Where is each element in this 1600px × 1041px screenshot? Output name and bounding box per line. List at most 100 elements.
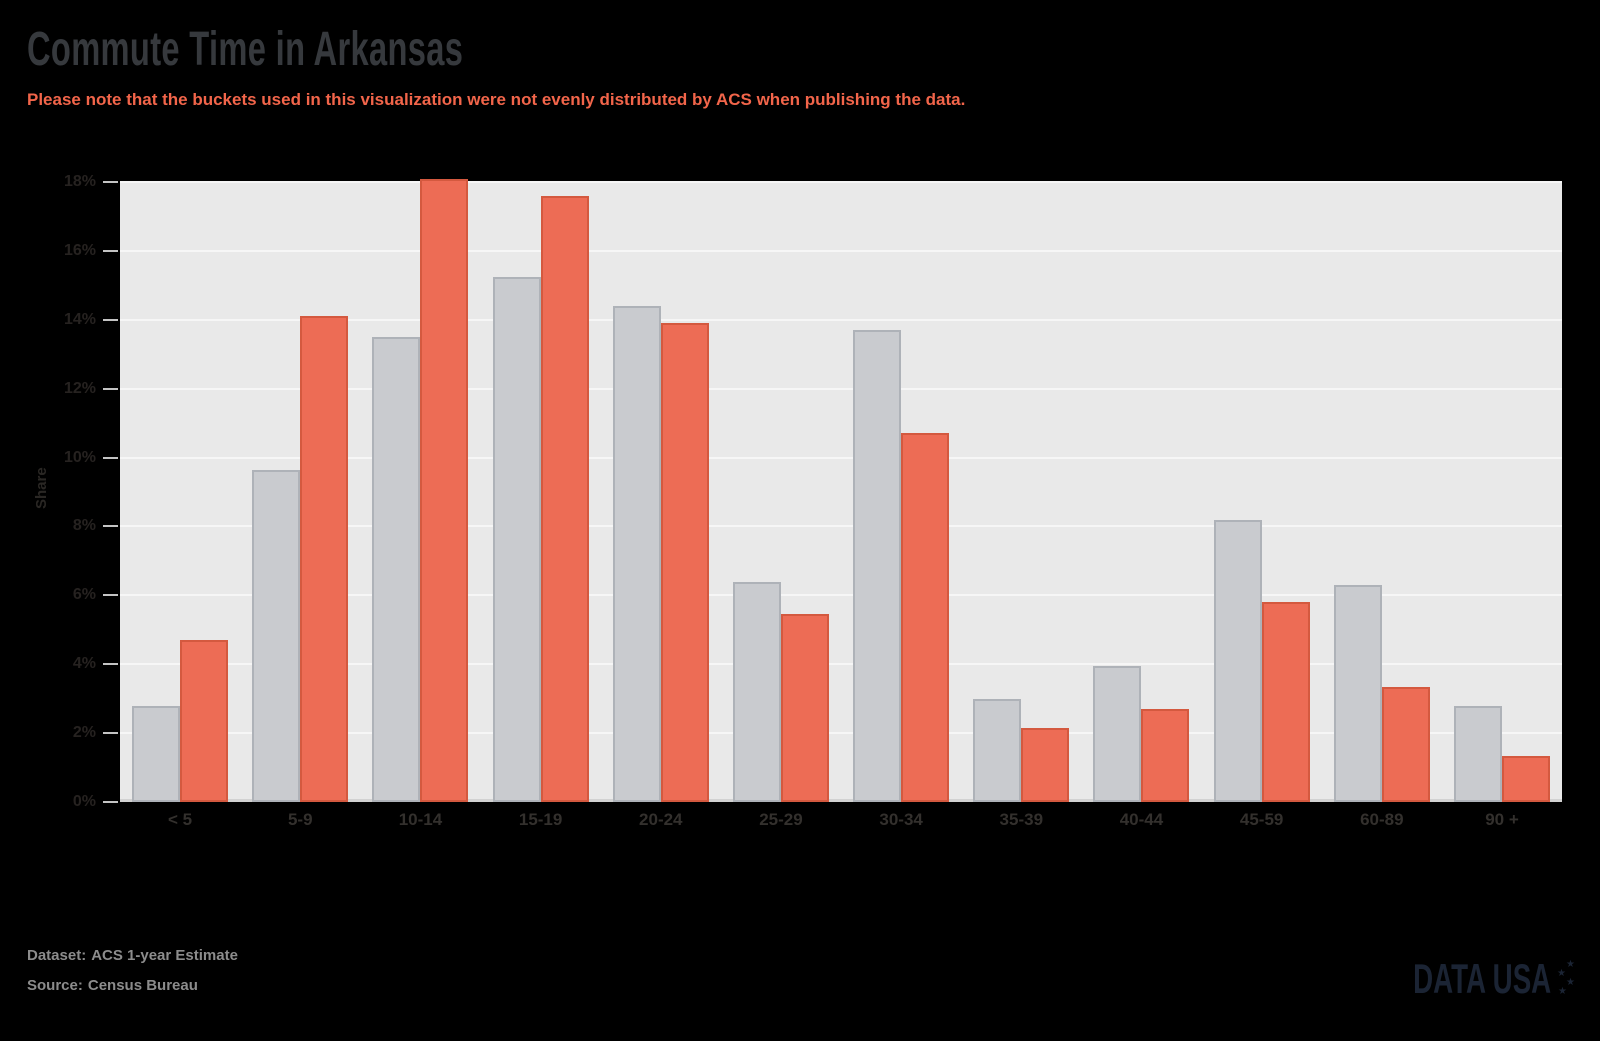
bar-group xyxy=(120,182,240,802)
bar-group xyxy=(721,182,841,802)
bar-group xyxy=(1442,182,1562,802)
y-tick xyxy=(103,732,118,735)
gridline xyxy=(120,249,1562,252)
y-tick-label: 6% xyxy=(72,586,96,604)
bar-orange[interactable] xyxy=(1261,602,1310,802)
bar-gray[interactable] xyxy=(1333,585,1382,802)
bar-orange[interactable] xyxy=(1501,755,1550,802)
source-line: Source: Census Bureau xyxy=(27,971,238,1001)
x-tick-label: 20-24 xyxy=(639,810,683,829)
y-tick-label: 4% xyxy=(72,655,96,673)
x-tick-label: 25-29 xyxy=(759,810,803,829)
y-tick-label: 14% xyxy=(63,310,96,328)
footer: Dataset: ACS 1-year Estimate Source: Censu… xyxy=(27,941,238,1001)
x-axis-labels: < 5 5-9 10-14 15-19 20-24 25-29 30-34 35-39 40-4… xyxy=(120,810,1562,830)
dataset-label: Dataset: xyxy=(27,947,87,964)
bar-gray[interactable] xyxy=(973,698,1022,802)
plot-area xyxy=(120,178,1562,802)
y-tick xyxy=(103,456,118,459)
x-tick-label: 45-59 xyxy=(1239,810,1284,829)
bar-group xyxy=(841,182,961,802)
bar-gray[interactable] xyxy=(132,705,181,802)
y-axis: 0% 2% 4% 6% 8% 10% 12% 14% 16% 18% xyxy=(0,173,120,810)
gridline xyxy=(120,732,1562,735)
gridline xyxy=(120,318,1562,321)
bar-orange[interactable] xyxy=(1141,709,1190,802)
x-tick-label: 35-39 xyxy=(999,810,1044,829)
source-label: Source: xyxy=(27,977,83,994)
bar-group xyxy=(601,182,721,802)
bar-orange[interactable] xyxy=(1021,727,1070,802)
x-axis-line xyxy=(120,799,1562,802)
star-icon: ★ xyxy=(1557,968,1566,979)
bar-gray[interactable] xyxy=(853,330,902,802)
bar-orange[interactable] xyxy=(540,195,589,802)
y-tick-label: 16% xyxy=(63,241,96,259)
x-tick-label: 10-14 xyxy=(398,810,443,829)
bar-gray[interactable] xyxy=(1213,519,1262,802)
bar-orange[interactable] xyxy=(1381,686,1430,802)
y-tick xyxy=(103,594,118,597)
y-axis-title: Share xyxy=(33,467,50,509)
y-tick-label: 18% xyxy=(63,173,96,190)
bar-group xyxy=(1202,182,1322,802)
x-tick-label: 60-89 xyxy=(1360,810,1404,829)
x-tick-label: 90 + xyxy=(1485,810,1519,829)
y-tick-label: 2% xyxy=(72,724,96,742)
bar-orange[interactable] xyxy=(300,316,349,802)
y-tick-label: 12% xyxy=(63,379,96,397)
gridline xyxy=(120,594,1562,597)
bar-gray[interactable] xyxy=(492,276,541,802)
gridline xyxy=(120,456,1562,459)
bar-gray[interactable] xyxy=(372,337,421,802)
y-tick xyxy=(103,318,118,321)
x-tick-label: 15-19 xyxy=(518,810,563,829)
dataset-line: Dataset: ACS 1-year Estimate xyxy=(27,941,238,971)
x-tick-label: 40-44 xyxy=(1119,810,1164,829)
bar-orange[interactable] xyxy=(901,433,950,802)
y-tick xyxy=(103,801,118,803)
y-tick xyxy=(103,525,118,528)
datausa-wordmark: DATA USA xyxy=(1412,955,1551,1002)
x-tick-label: 5-9 xyxy=(287,810,313,829)
page-subtitle: Please note that the buckets used in thi… xyxy=(27,90,966,109)
x-tick-label: < 5 xyxy=(168,810,193,829)
bar-orange[interactable] xyxy=(180,640,229,802)
bar-group xyxy=(481,182,601,802)
gridline xyxy=(120,525,1562,528)
bar-gray[interactable] xyxy=(732,581,781,802)
gridline xyxy=(120,181,1562,183)
bar-gray[interactable] xyxy=(252,469,301,802)
source-value: Census Bureau xyxy=(87,977,198,994)
bar-groups xyxy=(120,178,1562,802)
bar-group xyxy=(240,182,360,802)
bar-gray[interactable] xyxy=(612,306,661,802)
star-icon: ★ xyxy=(1558,986,1567,997)
gridline xyxy=(120,663,1562,666)
y-tick xyxy=(103,663,118,666)
dataset-value: ACS 1-year Estimate xyxy=(91,947,238,964)
y-tick xyxy=(103,249,118,252)
y-tick-label: 0% xyxy=(72,793,96,810)
bar-group xyxy=(360,178,480,802)
y-tick-label: 8% xyxy=(72,517,96,535)
bar-orange[interactable] xyxy=(420,178,469,802)
bar-group xyxy=(961,182,1081,802)
bar-group xyxy=(1322,182,1442,802)
bar-orange[interactable] xyxy=(660,323,709,802)
y-tick xyxy=(103,181,118,183)
x-tick-label: 30-34 xyxy=(879,810,923,829)
bar-gray[interactable] xyxy=(1093,665,1142,802)
bar-group xyxy=(1081,182,1201,802)
star-icon: ★ xyxy=(1566,959,1575,970)
y-tick xyxy=(103,387,118,390)
gridline xyxy=(120,387,1562,390)
stars-icon: ★ ★ ★ ★ xyxy=(1556,960,1578,998)
bar-orange[interactable] xyxy=(780,614,829,802)
y-tick-label: 10% xyxy=(63,448,96,466)
datausa-logo[interactable]: DATA USA ★ ★ ★ ★ xyxy=(1342,955,1578,1003)
bar-gray[interactable] xyxy=(1453,705,1502,802)
star-icon: ★ xyxy=(1566,977,1575,988)
page-title: Commute Time in Arkansas xyxy=(27,23,464,76)
